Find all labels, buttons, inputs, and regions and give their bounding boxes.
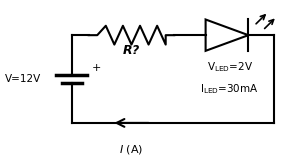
- Text: I: I: [70, 90, 73, 100]
- Text: $\it{I}$ (A): $\it{I}$ (A): [119, 143, 144, 156]
- Text: +: +: [92, 63, 101, 73]
- Text: V$_{\rm LED}$=2V: V$_{\rm LED}$=2V: [207, 60, 253, 74]
- Text: I$_{\rm LED}$=30mA: I$_{\rm LED}$=30mA: [201, 82, 259, 96]
- Text: V=12V: V=12V: [5, 74, 41, 84]
- Text: $\bfit{R?}$: $\bfit{R?}$: [122, 44, 141, 57]
